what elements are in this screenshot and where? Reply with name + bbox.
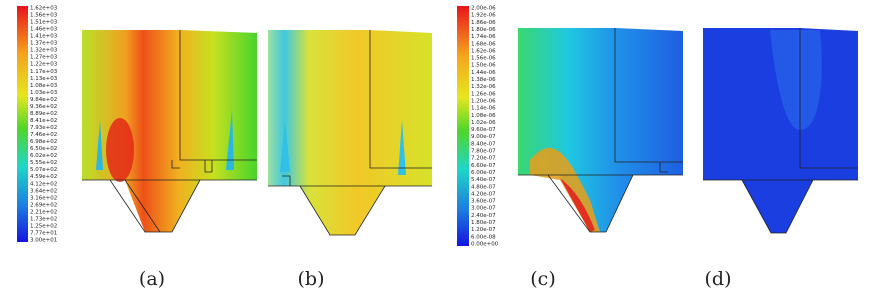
colorbar-label: 2.40e-07 bbox=[471, 213, 496, 219]
colorbar-label: 1.92e-06 bbox=[471, 13, 496, 19]
colorbar-label: 9.84e+02 bbox=[30, 97, 57, 103]
colorbar-label: 1.62e+03 bbox=[30, 6, 58, 12]
colorbar-label: 7.80e-07 bbox=[471, 149, 496, 155]
colorbar-label: 1.56e+03 bbox=[30, 13, 58, 19]
panel-b bbox=[268, 30, 432, 236]
colorbar-label: 3.16e+02 bbox=[30, 195, 57, 201]
colorbar-label: 6.50e+02 bbox=[30, 146, 57, 152]
colorbar-label: 4.20e-07 bbox=[471, 191, 496, 197]
colorbar-label: 1.02e-06 bbox=[471, 120, 496, 126]
colorbar-label: 2.21e+02 bbox=[30, 209, 57, 215]
colorbar-label: 6.98e+02 bbox=[30, 139, 57, 145]
panel-a bbox=[82, 30, 257, 233]
colorbar-label: 1.37e+03 bbox=[30, 41, 58, 47]
colorbar-label: 6.00e-08 bbox=[471, 234, 496, 240]
panel-label: (a) bbox=[139, 268, 165, 290]
colorbar-label: 1.68e-06 bbox=[471, 41, 496, 47]
colorbar-label: 1.17e+03 bbox=[30, 69, 58, 75]
colorbar-label: 9.00e-07 bbox=[471, 134, 496, 140]
colorbar-label: 3.00e+01 bbox=[30, 238, 57, 244]
colorbar-label: 1.14e-06 bbox=[471, 106, 496, 112]
colorbar-label: 1.22e+03 bbox=[30, 62, 58, 68]
panel-label: (c) bbox=[530, 268, 555, 290]
colorbar-label: 9.60e-07 bbox=[471, 127, 496, 133]
colorbar-label: 1.13e+03 bbox=[30, 76, 58, 82]
colorbar-label: 1.74e-06 bbox=[471, 34, 496, 40]
colorbar-label: 8.40e-07 bbox=[471, 141, 496, 147]
colorbar-label: 4.59e+02 bbox=[30, 174, 57, 180]
colorbar-label: 3.00e-07 bbox=[471, 206, 496, 212]
colorbar-label: 0.00e+00 bbox=[471, 242, 499, 248]
colorbar-label: 1.44e-06 bbox=[471, 70, 496, 76]
colorbar bbox=[17, 6, 28, 242]
colorbar-label: 1.41e+03 bbox=[30, 34, 58, 40]
colorbar-label: 7.46e+02 bbox=[30, 132, 57, 138]
colorbar-label: 1.46e+03 bbox=[30, 27, 58, 33]
colorbar-label: 1.56e-06 bbox=[471, 56, 496, 62]
colorbar-label: 1.27e+03 bbox=[30, 55, 58, 61]
colorbar-label: 4.12e+02 bbox=[30, 181, 57, 187]
colorbar-label: 6.00e-07 bbox=[471, 170, 496, 176]
colorbar-label: 1.86e-06 bbox=[471, 20, 496, 26]
colorbar bbox=[457, 6, 469, 246]
colorbar-label: 5.55e+02 bbox=[30, 160, 57, 166]
colorbar-label: 1.51e+03 bbox=[30, 20, 58, 26]
colorbar-label: 5.40e-07 bbox=[471, 177, 496, 183]
colorbar-label: 1.62e-06 bbox=[471, 48, 496, 54]
colorbar-label: 7.20e-07 bbox=[471, 156, 496, 162]
panel-label: (b) bbox=[298, 268, 325, 290]
colorbar-label: 7.77e+01 bbox=[30, 230, 57, 236]
colorbar-label: 1.20e-07 bbox=[471, 227, 496, 233]
colorbar-label: 1.32e+03 bbox=[30, 48, 58, 54]
colorbar-label: 1.25e+02 bbox=[30, 223, 57, 229]
colorbar-label: 5.07e+02 bbox=[30, 167, 57, 173]
colorbar-label: 3.60e-07 bbox=[471, 199, 496, 205]
colorbar-label: 1.26e-06 bbox=[471, 91, 496, 97]
colorbar-label: 1.80e-07 bbox=[471, 220, 496, 226]
colorbar-label: 1.38e-06 bbox=[471, 77, 496, 83]
colorbar-label: 1.80e-06 bbox=[471, 27, 496, 33]
colorbar-label: 7.93e+02 bbox=[30, 125, 57, 131]
colorbar-label: 4.80e-07 bbox=[471, 184, 496, 190]
colorbar-label: 9.36e+02 bbox=[30, 104, 57, 110]
colorbar-label: 1.73e+02 bbox=[30, 216, 57, 222]
colorbar-label: 2.69e+02 bbox=[30, 202, 57, 208]
colorbar-label: 8.41e+02 bbox=[30, 118, 57, 124]
colorbar-label: 2.00e-06 bbox=[471, 6, 496, 12]
panel-d bbox=[703, 28, 858, 234]
colorbar-label: 1.08e+03 bbox=[30, 83, 58, 89]
colorbar-label: 1.03e+03 bbox=[30, 90, 58, 96]
colorbar-label: 1.20e-06 bbox=[471, 98, 496, 104]
panel-c bbox=[518, 28, 683, 233]
colorbar-label: 6.02e+02 bbox=[30, 153, 57, 159]
colorbar-label: 1.08e-06 bbox=[471, 113, 496, 119]
panel-label: (d) bbox=[705, 268, 732, 290]
colorbar-label: 8.89e+02 bbox=[30, 111, 57, 117]
colorbar-label: 3.64e+02 bbox=[30, 188, 57, 194]
colorbar-label: 1.50e-06 bbox=[471, 63, 496, 69]
colorbar-label: 1.32e-06 bbox=[471, 84, 496, 90]
colorbar-label: 6.60e-07 bbox=[471, 163, 496, 169]
